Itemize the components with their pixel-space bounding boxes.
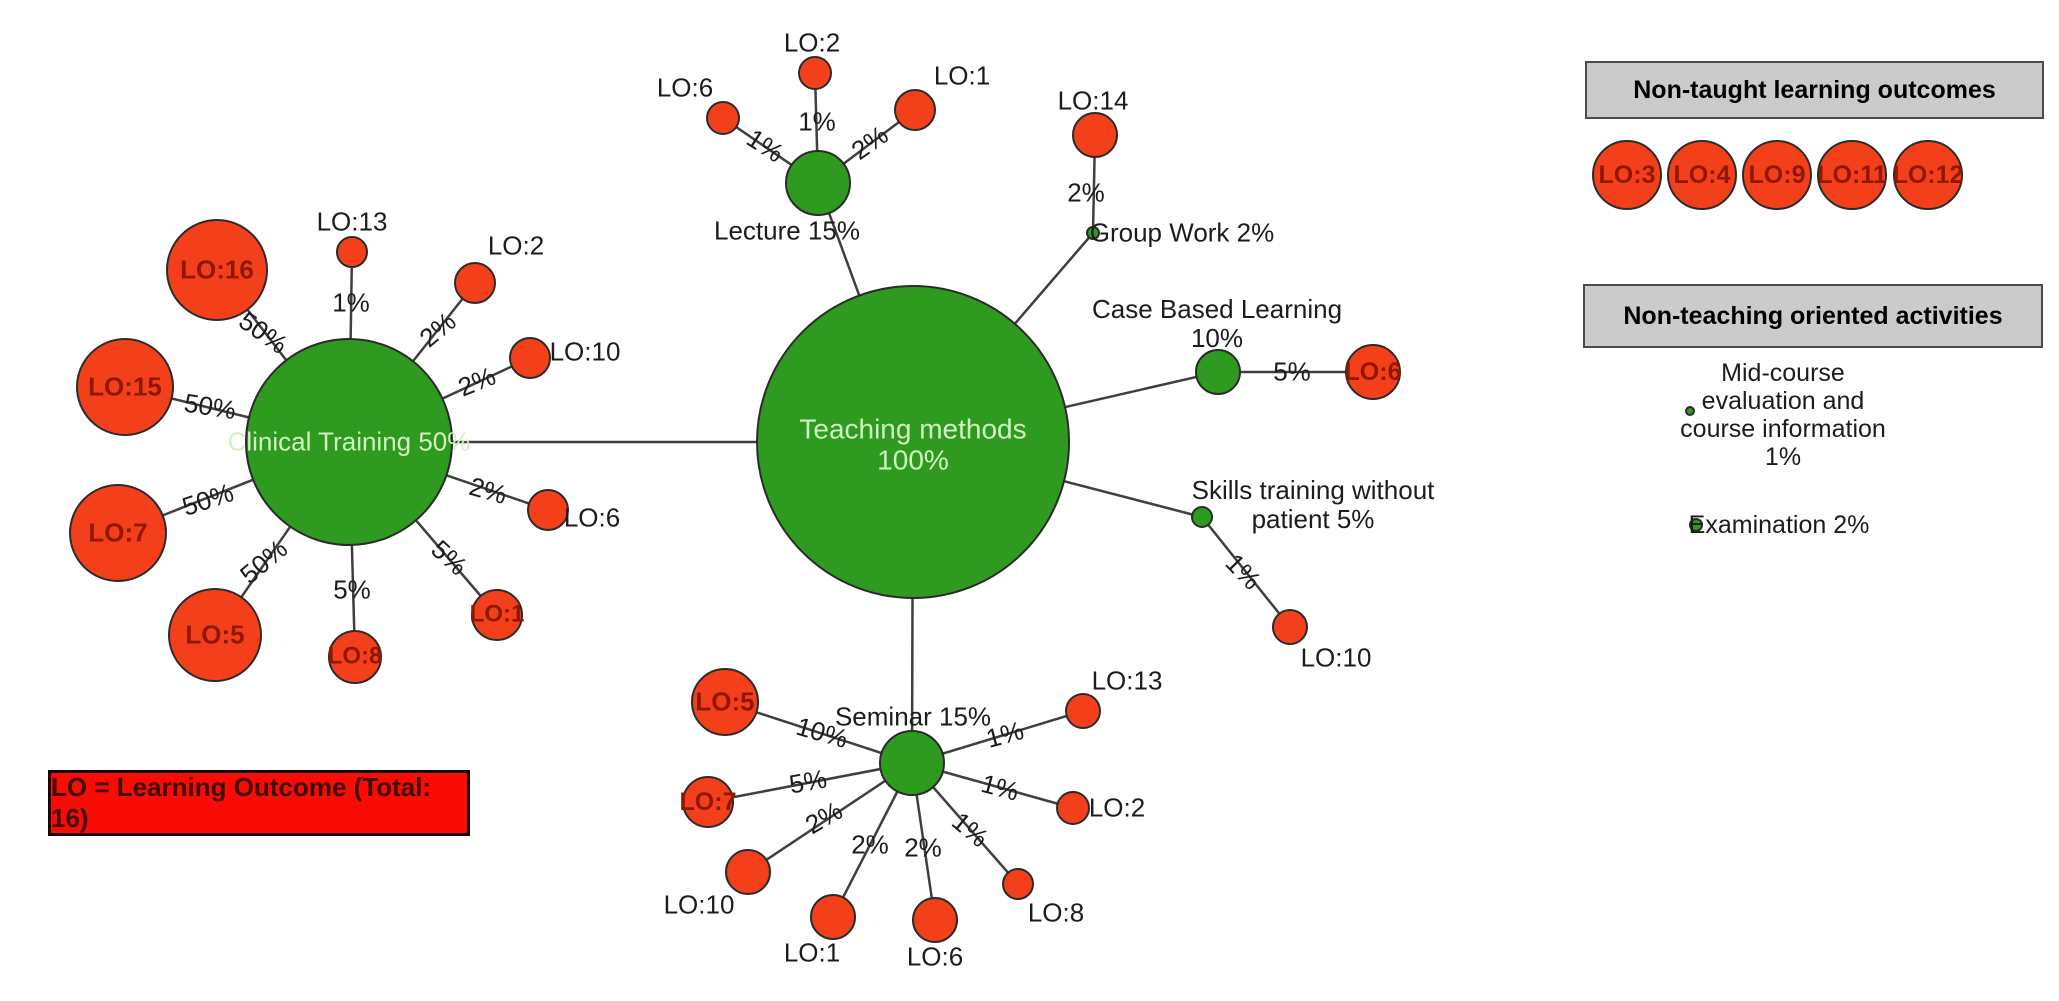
clinical-lo13-label: LO:13 (316, 206, 388, 237)
node-clinical-lo13 (336, 236, 368, 268)
seminar-lo1-pct: 2% (851, 829, 889, 860)
cbl-lo6-label: LO:6 (1344, 358, 1402, 386)
seminar-lo1-label: LO:1 (783, 937, 841, 968)
clinical-lo13-pct: 1% (332, 287, 370, 318)
examination-label: Examination 2% (1688, 511, 1870, 539)
groupwork-lo14-label: LO:14 (1057, 85, 1129, 116)
node-lecture-lo1 (894, 89, 936, 131)
node-clinical-lo10 (509, 337, 551, 379)
node-nontaught-lo9 (1742, 140, 1812, 210)
node-clinical-lo6 (527, 489, 569, 531)
node-clinical-lo2 (454, 262, 496, 304)
seminar-lo2-label: LO:2 (1088, 792, 1146, 823)
seminar-label: Seminar 15% (834, 701, 992, 732)
node-seminar (879, 730, 945, 796)
lecture-label: Lecture 15% (714, 215, 860, 246)
seminar-lo6-label: LO:6 (906, 941, 964, 972)
clinical-lo7-label: LO:7 (88, 517, 148, 548)
clinical-lo5-label: LO:5 (185, 619, 245, 650)
nontaught-lo4-label: LO:4 (1673, 161, 1731, 189)
edge-skills-lo10 (1201, 516, 1291, 628)
clinical-lo8-label: LO:8 (327, 642, 383, 670)
node-seminar-lo13 (1065, 693, 1101, 729)
nodes (69, 56, 1963, 943)
nontaught-lo9-label: LO:9 (1748, 161, 1806, 189)
nontaught-lo12-label: LO:12 (1892, 161, 1964, 189)
node-group-work (1086, 226, 1100, 240)
node-seminar-lo7 (682, 776, 734, 828)
clinical-lo1-label: LO:1 (469, 600, 525, 628)
seminar-lo13-label: LO:13 (1091, 665, 1163, 696)
node-case-based-learning (1195, 349, 1241, 395)
clinical-lo8-pct: 5% (333, 574, 371, 605)
node-skills-training (1191, 506, 1213, 528)
node-clinical-training (245, 338, 453, 546)
seminar-lo10-label: LO:10 (663, 889, 735, 920)
node-clinical-lo16 (166, 219, 268, 321)
groupwork-lo14-pct: 2% (1067, 177, 1105, 208)
node-nontaught-lo11 (1817, 140, 1887, 210)
seminar-lo5-label: LO:5 (695, 686, 755, 717)
node-examination-dot (1689, 518, 1703, 532)
seminar-lo8-label: LO:8 (1027, 897, 1085, 928)
node-seminar-lo10 (725, 849, 771, 895)
node-teaching-methods (756, 285, 1070, 599)
non-taught-heading: Non-taught learning outcomes (1585, 61, 2044, 119)
node-cbl-lo6 (1345, 344, 1401, 400)
teaching-methods-label: Teaching methods 100% (799, 413, 1027, 476)
group-work-label: Group Work 2% (1089, 217, 1275, 248)
node-seminar-lo6 (912, 897, 958, 943)
node-nontaught-lo3 (1592, 140, 1662, 210)
node-lecture (785, 150, 851, 216)
skills-lo10-label: LO:10 (1300, 642, 1372, 673)
node-midcourse-dot (1685, 406, 1695, 416)
clinical-training-label: Clinical Training 50% (227, 426, 471, 457)
clinical-lo6-label: LO:6 (563, 502, 621, 533)
skills-training-label: Skills training without patient 5% (1191, 474, 1435, 534)
node-lecture-lo6 (706, 101, 740, 135)
node-lecture-lo2 (798, 56, 832, 90)
node-groupwork-lo14 (1072, 112, 1118, 158)
node-seminar-lo5 (691, 668, 759, 736)
node-nontaught-lo4 (1667, 140, 1737, 210)
case-based-learning-label: Case Based Learning 10% (1091, 293, 1343, 353)
edge-seminar-lo7 (707, 761, 913, 804)
nontaught-lo11-label: LO:11 (1817, 161, 1887, 189)
legend-box: LO = Learning Outcome (Total: 16) (48, 770, 470, 836)
node-seminar-lo2 (1056, 791, 1090, 825)
node-seminar-lo8 (1002, 868, 1034, 900)
lecture-lo2-pct: 1% (798, 106, 836, 137)
node-skills-lo10 (1272, 609, 1308, 645)
legend-text: LO = Learning Outcome (Total: 16) (51, 772, 432, 833)
non-teaching-heading: Non-teaching oriented activities (1583, 284, 2043, 348)
node-clinical-lo1 (471, 589, 523, 641)
clinical-lo15-label: LO:15 (88, 371, 162, 402)
node-clinical-lo5 (168, 588, 262, 682)
nontaught-lo3-label: LO:3 (1598, 161, 1656, 189)
clinical-lo16-label: LO:16 (180, 254, 254, 285)
midcourse-evaluation-label: Mid-course evaluation and course informa… (1680, 359, 1886, 471)
node-clinical-lo7 (69, 484, 167, 582)
node-clinical-lo15 (76, 338, 174, 436)
cbl-lo6-pct: 5% (1273, 356, 1311, 387)
lecture-lo2-label: LO:2 (783, 27, 841, 58)
seminar-lo7-label: LO:7 (679, 788, 737, 816)
lecture-lo1-label: LO:1 (933, 60, 991, 91)
lecture-lo6-label: LO:6 (656, 72, 714, 103)
node-seminar-lo1 (810, 894, 856, 940)
node-clinical-lo8 (328, 630, 382, 684)
clinical-lo2-label: LO:2 (487, 230, 545, 261)
seminar-lo6-pct: 2% (904, 832, 942, 863)
node-nontaught-lo12 (1893, 140, 1963, 210)
clinical-lo10-label: LO:10 (549, 336, 621, 367)
